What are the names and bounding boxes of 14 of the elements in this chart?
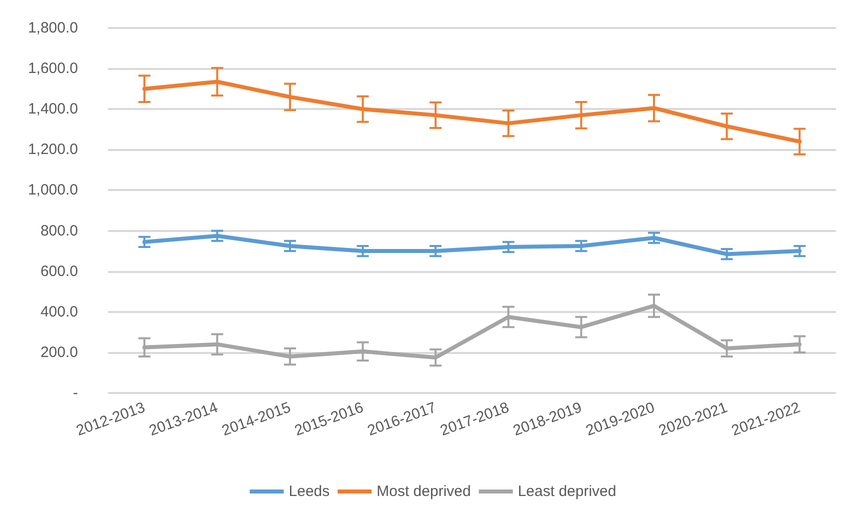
- y-tick-label: 1,400.0: [28, 100, 78, 118]
- y-tick-label: 1,000.0: [28, 182, 78, 199]
- y-tick-label: 800.0: [40, 222, 78, 240]
- y-tick-label: -: [73, 384, 78, 402]
- legend-label: Leeds: [288, 483, 330, 500]
- legend-label: Least deprived: [518, 483, 616, 500]
- y-tick-label: 400.0: [40, 303, 78, 320]
- y-tick-label: 1,600.0: [28, 60, 78, 78]
- y-tick-label: 1,800.0: [28, 20, 78, 36]
- legend-label: Most deprived: [376, 483, 471, 500]
- y-tick-label: 1,200.0: [28, 141, 78, 158]
- line-series: [142, 234, 802, 256]
- y-tick-label: 200.0: [40, 344, 78, 361]
- y-tick-label: 600.0: [40, 262, 78, 280]
